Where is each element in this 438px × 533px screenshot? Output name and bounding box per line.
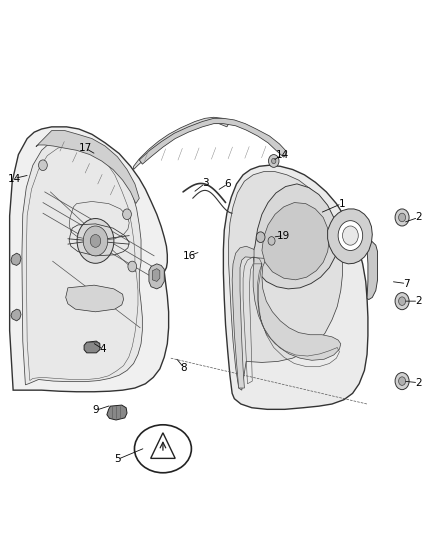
Circle shape bbox=[272, 158, 276, 164]
Polygon shape bbox=[364, 241, 378, 300]
Text: 9: 9 bbox=[92, 406, 99, 415]
Polygon shape bbox=[66, 285, 124, 312]
Circle shape bbox=[77, 219, 114, 263]
Circle shape bbox=[338, 221, 363, 251]
Polygon shape bbox=[253, 184, 338, 289]
Circle shape bbox=[399, 377, 406, 385]
Polygon shape bbox=[36, 131, 139, 204]
Text: 14: 14 bbox=[7, 174, 21, 183]
Polygon shape bbox=[107, 405, 127, 420]
Text: 2: 2 bbox=[415, 213, 422, 222]
Polygon shape bbox=[11, 253, 21, 265]
Polygon shape bbox=[328, 209, 372, 264]
Text: 19: 19 bbox=[277, 231, 290, 240]
Polygon shape bbox=[229, 172, 343, 390]
Text: 1: 1 bbox=[338, 199, 345, 208]
Text: 8: 8 bbox=[180, 363, 187, 373]
Circle shape bbox=[39, 160, 47, 171]
Text: 6: 6 bbox=[224, 179, 231, 189]
Circle shape bbox=[128, 261, 137, 272]
Text: 3: 3 bbox=[201, 179, 208, 188]
Text: 4: 4 bbox=[99, 344, 106, 354]
Text: 2: 2 bbox=[415, 378, 422, 387]
Circle shape bbox=[395, 293, 409, 310]
Circle shape bbox=[256, 232, 265, 243]
Circle shape bbox=[399, 213, 406, 222]
Polygon shape bbox=[223, 165, 368, 409]
Text: 16: 16 bbox=[183, 251, 196, 261]
Circle shape bbox=[90, 235, 101, 247]
Circle shape bbox=[395, 373, 409, 390]
Circle shape bbox=[399, 297, 406, 305]
Polygon shape bbox=[11, 309, 21, 321]
Circle shape bbox=[395, 209, 409, 226]
Ellipse shape bbox=[134, 425, 191, 473]
Text: 2: 2 bbox=[415, 296, 422, 306]
Polygon shape bbox=[134, 117, 230, 169]
Circle shape bbox=[268, 155, 279, 167]
Polygon shape bbox=[22, 138, 142, 385]
Text: 17: 17 bbox=[79, 143, 92, 153]
Polygon shape bbox=[262, 203, 329, 280]
Circle shape bbox=[123, 209, 131, 220]
Polygon shape bbox=[84, 341, 100, 353]
Polygon shape bbox=[139, 118, 287, 164]
Polygon shape bbox=[152, 269, 160, 281]
Circle shape bbox=[83, 226, 108, 256]
Text: 7: 7 bbox=[403, 279, 410, 288]
Text: 5: 5 bbox=[114, 455, 121, 464]
Polygon shape bbox=[10, 127, 169, 392]
Polygon shape bbox=[149, 264, 164, 289]
Circle shape bbox=[343, 226, 358, 245]
Text: 14: 14 bbox=[276, 150, 289, 159]
Circle shape bbox=[268, 237, 275, 245]
Polygon shape bbox=[232, 246, 341, 388]
